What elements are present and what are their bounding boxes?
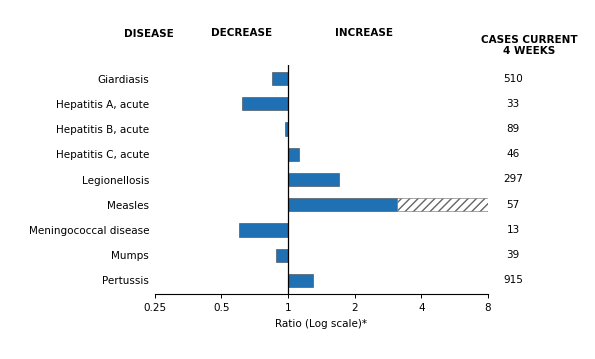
Bar [239,223,288,237]
Bar [288,274,313,287]
Text: 46: 46 [506,149,520,159]
X-axis label: Ratio (Log scale)*: Ratio (Log scale)* [275,319,367,329]
Text: DISEASE: DISEASE [124,29,174,39]
Text: 13: 13 [506,225,520,235]
Bar [242,97,288,110]
Text: 297: 297 [503,174,523,185]
Text: INCREASE: INCREASE [335,28,393,38]
Text: 915: 915 [503,275,523,285]
Bar [285,122,288,136]
Bar [288,173,339,186]
Bar [397,198,488,211]
Text: CASES CURRENT: CASES CURRENT [481,35,578,45]
Bar [288,198,397,211]
Text: DECREASE: DECREASE [211,28,273,38]
Text: 510: 510 [503,74,523,84]
Text: 4 WEEKS: 4 WEEKS [503,46,556,56]
Bar [288,148,299,161]
Text: 33: 33 [506,99,520,109]
Bar [273,72,288,85]
Text: 57: 57 [506,200,520,210]
Bar [275,249,288,262]
Text: 39: 39 [506,250,520,260]
Text: 89: 89 [506,124,520,134]
